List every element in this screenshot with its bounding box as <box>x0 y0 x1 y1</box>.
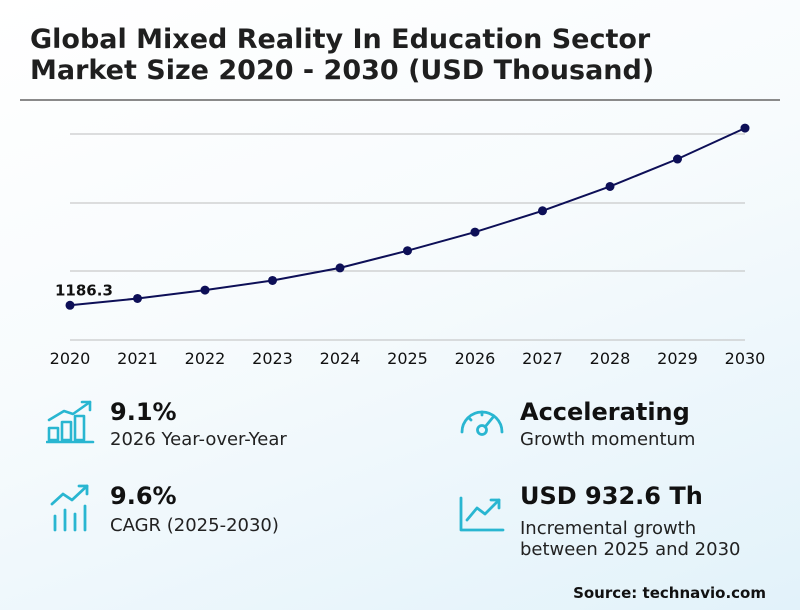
stat-momentum: Accelerating Growth momentum <box>457 398 777 458</box>
source-credit: Source: technavio.com <box>573 584 766 602</box>
data-point-2022 <box>200 285 210 295</box>
title-line-1: Global Mixed Reality In Education Sector <box>30 24 651 55</box>
title-line-2: Market Size 2020 - 2030 (USD Thousand) <box>30 55 655 86</box>
chart-title: Global Mixed Reality In Education Sector… <box>30 24 770 86</box>
bar-chart-growth-icon <box>46 400 95 444</box>
data-labels: 1186.3 <box>55 281 113 299</box>
x-tick-2021: 2021 <box>117 349 158 368</box>
stat-yoy-value: 9.1% <box>110 398 177 426</box>
title-divider <box>20 99 780 101</box>
data-point-2020 <box>65 300 75 310</box>
data-point-2026 <box>470 227 480 237</box>
stat-yoy: 9.1% 2026 Year-over-Year <box>46 398 346 458</box>
data-point-2024 <box>335 263 345 273</box>
x-tick-2023: 2023 <box>252 349 293 368</box>
x-tick-2022: 2022 <box>185 349 226 368</box>
data-point-2030 <box>740 123 750 133</box>
data-point-2028 <box>605 181 615 191</box>
x-tick-2028: 2028 <box>590 349 631 368</box>
data-point-2023 <box>268 275 277 285</box>
x-tick-2025: 2025 <box>387 349 428 368</box>
stat-incremental-desc-1: Incremental growth <box>520 518 697 539</box>
gridlines <box>70 133 745 341</box>
x-tick-2029: 2029 <box>657 349 698 368</box>
speedometer-icon <box>460 410 504 436</box>
data-point-2025 <box>403 246 412 256</box>
stat-momentum-value: Accelerating <box>520 398 690 426</box>
series-path <box>69 127 746 307</box>
stat-yoy-desc: 2026 Year-over-Year <box>110 429 287 450</box>
x-tick-2026: 2026 <box>455 349 496 368</box>
data-point-2027 <box>538 206 547 216</box>
x-tick-2030: 2030 <box>725 349 766 368</box>
x-tick-2027: 2027 <box>522 349 563 368</box>
stat-incremental-desc-2: between 2025 and 2030 <box>520 539 741 560</box>
stat-cagr-desc: CAGR (2025-2030) <box>110 515 279 536</box>
stat-cagr: 9.6% CAGR (2025-2030) <box>46 482 346 542</box>
data-points <box>65 123 750 310</box>
stat-incremental: USD 932.6 Th Incremental growth between … <box>457 482 777 562</box>
data-label-2020: 1186.3 <box>55 281 113 299</box>
line-chart: 1186.3 2020 2021 2022 2023 2024 2025 2026 2027 2… <box>50 123 766 368</box>
stat-cagr-value: 9.6% <box>110 482 177 510</box>
x-axis-ticks: 2020 2021 2022 2023 2024 2025 2026 2027 2028 2029… <box>50 349 766 368</box>
trend-bars-icon <box>50 484 89 532</box>
stat-momentum-desc: Growth momentum <box>520 429 696 450</box>
data-point-2021 <box>133 293 142 303</box>
stat-incremental-value: USD 932.6 Th <box>520 482 703 510</box>
line-chart-icon <box>459 496 505 532</box>
series-line <box>69 127 746 307</box>
x-tick-2024: 2024 <box>320 349 361 368</box>
data-point-2029 <box>673 154 682 164</box>
x-tick-2020: 2020 <box>50 349 91 368</box>
